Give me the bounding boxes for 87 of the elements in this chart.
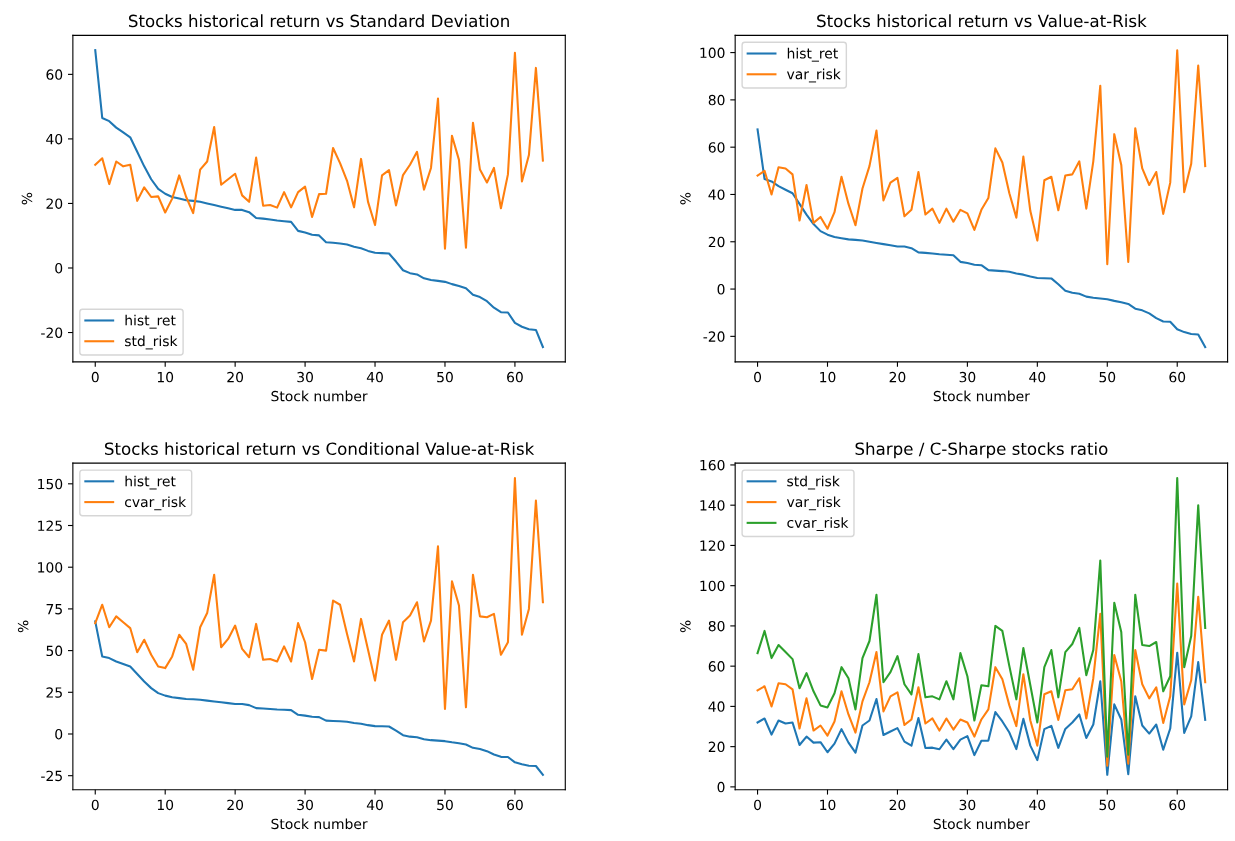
y-axis-title: % [21, 192, 33, 205]
legend-label: cvar_risk [787, 517, 849, 531]
legend-label: cvar_risk [125, 496, 187, 511]
x-axis-title: Stock number [933, 390, 1030, 402]
line-series [94, 476, 544, 711]
y-tick-label: 100 [38, 562, 63, 573]
y-tick-label: 75 [46, 604, 62, 615]
y-tick-label: 25 [46, 687, 62, 698]
y-tick-label: 40 [46, 133, 63, 145]
chart-title: Stocks historical return vs Conditional Value-at-Risk [105, 442, 535, 456]
line-series [94, 51, 544, 250]
y-tick-label: 150 [38, 478, 63, 490]
chart-title: Sharpe / C-Sharpe stocks ratio [855, 442, 1108, 459]
x-tick-label: 60 [1169, 799, 1186, 811]
x-tick-label: 20 [227, 371, 244, 383]
x-tick-label: 10 [157, 371, 174, 383]
chart-title: Stocks historical return vs Value-at-Risk [817, 14, 1147, 28]
x-axis-title: Stock number [271, 818, 368, 830]
y-tick-label: 80 [708, 620, 725, 632]
y-tick-label: 0 [55, 728, 63, 740]
x-tick-label: 30 [297, 371, 313, 383]
x-tick-label: 40 [1029, 799, 1046, 811]
x-axis-title: Stock number [271, 390, 368, 402]
line-series [94, 620, 544, 776]
x-tick-label: 10 [157, 799, 174, 811]
y-tick-label: 60 [708, 661, 725, 672]
x-tick-label: 30 [959, 371, 976, 383]
line-series [756, 582, 1207, 767]
legend-label: hist_ret [787, 47, 838, 62]
y-tick-label: 40 [708, 701, 725, 712]
x-tick-label: 10 [820, 371, 836, 383]
x-tick-label: 40 [366, 371, 383, 383]
legend-label: std_risk [125, 335, 178, 350]
x-tick-label: 60 [1169, 371, 1186, 383]
x-tick-label: 0 [91, 799, 99, 811]
x-tick-label: 10 [820, 799, 836, 811]
y-tick-label: 0 [717, 284, 725, 295]
y-axis-title: % [680, 192, 691, 205]
y-tick-label: 100 [700, 580, 725, 592]
y-tick-label: 140 [700, 500, 725, 511]
y-axis-title: % [680, 620, 691, 633]
y-tick-label: -20 [41, 327, 63, 338]
legend-label: var_risk [786, 496, 841, 511]
y-axis-title: % [17, 620, 29, 633]
x-tick-label: 0 [91, 371, 99, 383]
y-tick-label: 0 [55, 262, 63, 274]
line-series [756, 476, 1207, 758]
x-tick-label: 30 [297, 799, 313, 811]
x-tick-label: 30 [959, 799, 976, 811]
x-tick-label: 40 [366, 799, 383, 811]
y-tick-label: 60 [708, 142, 725, 153]
y-tick-label: 20 [708, 236, 725, 248]
x-tick-label: 0 [754, 371, 762, 383]
legend-label: hist_ret [125, 475, 176, 490]
x-tick-label: 50 [1099, 371, 1116, 383]
y-tick-label: 120 [700, 540, 725, 551]
y-tick-label: 60 [46, 69, 63, 80]
x-tick-label: 60 [507, 371, 523, 383]
y-tick-label: 160 [700, 459, 725, 471]
y-tick-label: -25 [41, 770, 62, 782]
line-series [756, 49, 1207, 266]
legend-label: var_risk [786, 68, 841, 83]
legend-label: std_risk [787, 475, 840, 490]
x-tick-label: 20 [889, 371, 906, 383]
x-axis-title: Stock number [933, 818, 1030, 830]
y-tick-label: 125 [38, 520, 62, 531]
x-tick-label: 50 [437, 371, 453, 383]
y-tick-label: 0 [717, 781, 725, 793]
x-tick-label: 50 [1099, 799, 1116, 811]
line-series [94, 49, 544, 349]
y-tick-label: -20 [703, 331, 725, 342]
legend-label: hist_ret [125, 314, 176, 329]
line-series [756, 651, 1207, 776]
y-tick-label: 20 [708, 741, 725, 753]
x-tick-label: 0 [754, 799, 762, 811]
y-tick-label: 80 [708, 94, 725, 106]
chart-title: Stocks historical return vs Standard Deviation [128, 14, 509, 28]
x-tick-label: 20 [889, 799, 906, 811]
y-tick-label: 40 [708, 189, 725, 200]
y-tick-label: 50 [46, 645, 63, 657]
y-tick-label: 100 [700, 47, 725, 59]
x-tick-label: 50 [437, 799, 453, 811]
x-tick-label: 20 [227, 799, 244, 811]
x-tick-label: 60 [507, 799, 523, 811]
line-series [756, 128, 1207, 349]
y-tick-label: 20 [46, 198, 63, 209]
x-tick-label: 40 [1029, 371, 1046, 383]
